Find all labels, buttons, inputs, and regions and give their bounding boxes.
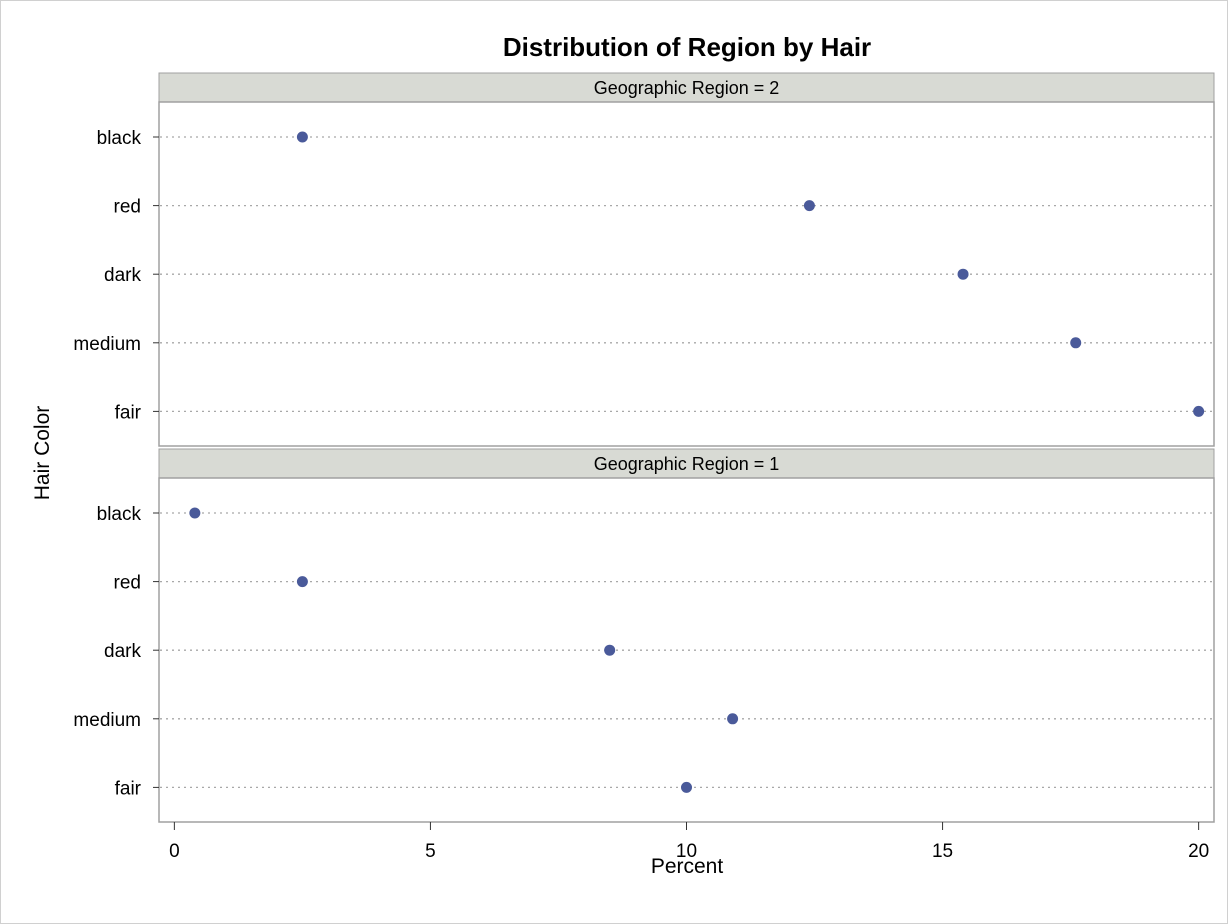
x-axis-label: Percent <box>651 855 724 878</box>
data-point <box>957 268 969 280</box>
x-tick-label: 5 <box>425 841 436 862</box>
panel-region-2: Geographic Region = 2 <box>158 72 1215 447</box>
x-tick-label: 20 <box>1188 841 1209 862</box>
panel-strip-label: Geographic Region = 2 <box>594 78 780 98</box>
panel-strip <box>158 448 1215 479</box>
x-tick-label: 15 <box>932 841 953 862</box>
y-tick-label: fair <box>115 402 142 423</box>
y-tick-label: black <box>97 128 142 149</box>
chart-marks: black red dark medium fair black red dark medium… <box>73 128 1213 862</box>
x-tick-label: 10 <box>676 841 697 862</box>
chart-title: Distribution of Region by Hair <box>503 32 871 62</box>
y-tick-label: medium <box>73 334 141 355</box>
x-tick-label: 0 <box>169 841 180 862</box>
y-tick-label: black <box>97 504 142 525</box>
data-point <box>727 713 739 725</box>
y-tick-label: fair <box>115 778 142 799</box>
data-point <box>296 131 308 143</box>
data-point <box>1070 337 1082 349</box>
data-point <box>604 644 616 656</box>
data-point <box>803 200 815 212</box>
y-tick-label: red <box>114 573 141 594</box>
y-tick-label: dark <box>104 265 141 286</box>
y-tick-label: medium <box>73 710 141 731</box>
data-point <box>189 507 201 519</box>
panel-region-1: Geographic Region = 1 <box>158 448 1215 823</box>
panel-strip-label: Geographic Region = 1 <box>594 454 780 474</box>
data-point <box>296 576 308 588</box>
panel-strip <box>158 72 1215 103</box>
data-point <box>681 781 692 793</box>
y-tick-label: dark <box>104 641 141 662</box>
y-axis-label: Hair Color <box>31 406 54 501</box>
y-tick-label: red <box>114 197 141 218</box>
data-point <box>1193 405 1205 417</box>
